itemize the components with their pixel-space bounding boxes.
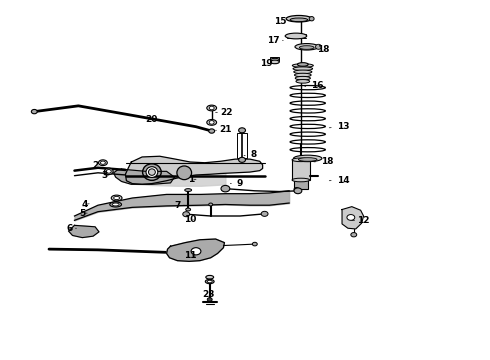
Ellipse shape	[270, 60, 279, 64]
Ellipse shape	[297, 63, 308, 66]
Text: 18: 18	[314, 157, 334, 166]
Text: 10: 10	[184, 215, 196, 224]
Text: 14: 14	[329, 176, 349, 185]
Ellipse shape	[285, 33, 307, 39]
Text: 16: 16	[305, 81, 324, 90]
Ellipse shape	[261, 211, 268, 216]
Ellipse shape	[209, 106, 214, 110]
Ellipse shape	[177, 166, 192, 180]
Ellipse shape	[148, 169, 155, 175]
Ellipse shape	[252, 242, 257, 246]
Text: 15: 15	[274, 17, 293, 26]
Text: 5: 5	[79, 209, 87, 217]
Polygon shape	[125, 156, 263, 184]
Text: 21: 21	[216, 125, 232, 134]
Ellipse shape	[191, 248, 201, 255]
Ellipse shape	[294, 188, 299, 191]
Ellipse shape	[100, 161, 105, 164]
Ellipse shape	[106, 170, 111, 173]
Ellipse shape	[221, 185, 230, 192]
Ellipse shape	[309, 17, 314, 21]
Text: 18: 18	[311, 45, 330, 54]
Ellipse shape	[290, 18, 308, 22]
Ellipse shape	[292, 64, 314, 67]
Polygon shape	[342, 207, 364, 229]
Ellipse shape	[292, 158, 310, 162]
Ellipse shape	[104, 168, 113, 175]
Ellipse shape	[299, 46, 314, 49]
Text: 8: 8	[244, 150, 257, 159]
Ellipse shape	[110, 202, 122, 207]
Bar	[294, 179, 308, 189]
Polygon shape	[167, 239, 224, 261]
Ellipse shape	[239, 128, 245, 133]
Ellipse shape	[286, 15, 312, 22]
Polygon shape	[69, 225, 99, 238]
Ellipse shape	[111, 195, 122, 201]
Text: 11: 11	[184, 251, 196, 260]
Ellipse shape	[206, 275, 214, 279]
Ellipse shape	[295, 76, 311, 80]
Text: 22: 22	[216, 108, 233, 117]
Ellipse shape	[295, 44, 319, 50]
Ellipse shape	[186, 208, 191, 211]
Polygon shape	[114, 169, 174, 184]
Ellipse shape	[31, 109, 37, 114]
Ellipse shape	[209, 203, 213, 206]
Ellipse shape	[298, 158, 317, 161]
Text: 19: 19	[260, 59, 275, 68]
Ellipse shape	[98, 160, 107, 166]
Ellipse shape	[347, 215, 355, 220]
Text: 17: 17	[267, 36, 283, 45]
Text: 3: 3	[102, 171, 109, 180]
Ellipse shape	[143, 164, 161, 180]
Ellipse shape	[209, 121, 214, 124]
Ellipse shape	[294, 188, 302, 194]
Ellipse shape	[209, 129, 215, 133]
Text: 4: 4	[81, 200, 89, 209]
Text: 7: 7	[174, 202, 184, 210]
Ellipse shape	[205, 279, 214, 284]
Ellipse shape	[294, 73, 311, 77]
Ellipse shape	[351, 233, 357, 237]
Ellipse shape	[292, 178, 310, 182]
Ellipse shape	[294, 70, 312, 74]
Ellipse shape	[185, 189, 192, 192]
Ellipse shape	[294, 155, 322, 162]
Bar	[270, 57, 279, 61]
Ellipse shape	[207, 280, 212, 283]
Ellipse shape	[146, 167, 158, 177]
Ellipse shape	[207, 120, 217, 125]
Ellipse shape	[207, 298, 212, 301]
Ellipse shape	[183, 212, 190, 217]
Text: 12: 12	[352, 216, 370, 225]
Text: 13: 13	[329, 122, 349, 131]
Text: 1: 1	[188, 175, 196, 184]
Text: 23: 23	[202, 290, 215, 299]
Text: 2: 2	[92, 161, 98, 170]
Ellipse shape	[296, 80, 310, 83]
Text: 6: 6	[67, 224, 76, 233]
Ellipse shape	[112, 203, 119, 206]
Ellipse shape	[293, 67, 313, 71]
Ellipse shape	[239, 157, 245, 162]
Text: 9: 9	[230, 179, 244, 188]
Bar	[292, 160, 310, 180]
Ellipse shape	[114, 197, 120, 199]
Ellipse shape	[207, 105, 217, 111]
Text: 20: 20	[146, 115, 163, 124]
Ellipse shape	[316, 44, 321, 49]
Bar	[237, 133, 247, 158]
Ellipse shape	[270, 58, 279, 62]
